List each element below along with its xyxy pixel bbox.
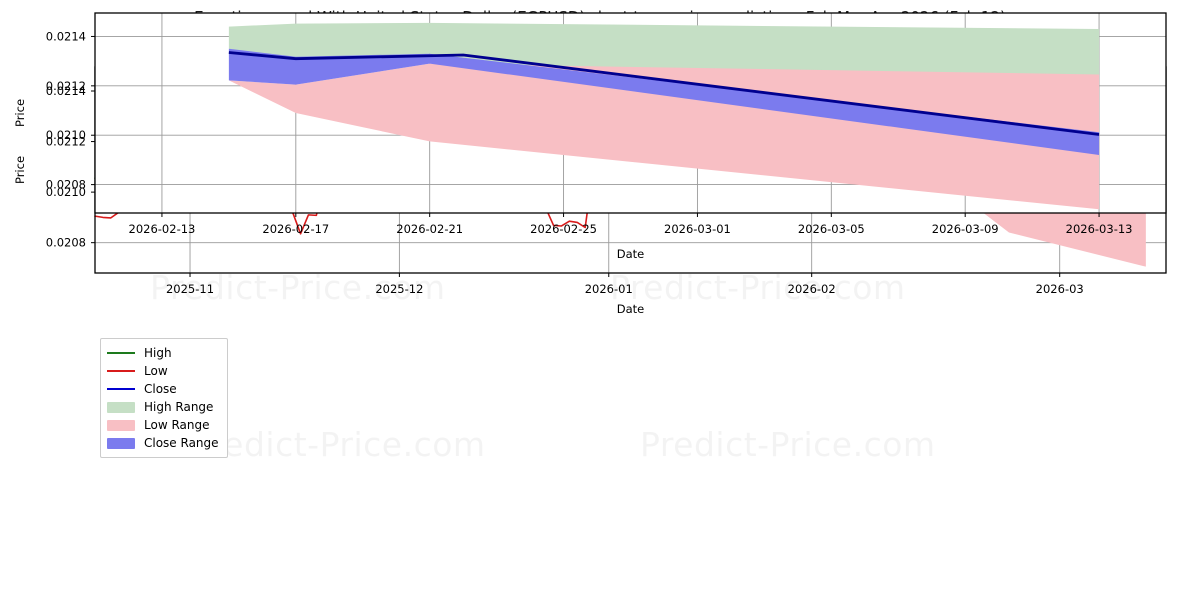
x-tick-label: 2026-02-21 bbox=[396, 222, 463, 236]
legend-line-swatch bbox=[107, 352, 135, 354]
y-axis-label: Price bbox=[13, 99, 27, 127]
plot-frame bbox=[94, 12, 1167, 214]
legend-patch-swatch bbox=[107, 401, 135, 413]
x-tick-label: 2026-03-01 bbox=[664, 222, 731, 236]
detail-legend-item: Low Range bbox=[107, 416, 219, 434]
detail-legend-item: Close bbox=[107, 380, 219, 398]
x-tick-label: 2025-11 bbox=[166, 282, 214, 296]
watermark-5: Predict-Price.com bbox=[190, 425, 486, 464]
legend-label: Close bbox=[144, 382, 177, 396]
low-range-band bbox=[228, 63, 1100, 210]
y-tick-label: 0.0210 bbox=[46, 128, 86, 142]
close-line bbox=[228, 51, 1100, 136]
y-tick-label: 0.0208 bbox=[46, 178, 86, 192]
x-tick-label: 2026-02 bbox=[788, 282, 836, 296]
x-tick-label: 2026-03-09 bbox=[932, 222, 999, 236]
x-tick-label: 2025-12 bbox=[375, 282, 423, 296]
legend-patch-swatch bbox=[107, 419, 135, 431]
legend-line-swatch bbox=[107, 370, 135, 372]
detail-legend-item: Close Range bbox=[107, 434, 219, 452]
legend-label: Low Range bbox=[144, 418, 210, 432]
legend-label: High bbox=[144, 346, 172, 360]
x-tick-label: 2026-03 bbox=[1036, 282, 1084, 296]
detail-legend-item: Low bbox=[107, 362, 219, 380]
y-tick-label: 0.0214 bbox=[46, 84, 86, 98]
x-axis-label: Date bbox=[617, 247, 645, 261]
x-tick-label: 2026-02-25 bbox=[530, 222, 597, 236]
y-tick-label: 0.0212 bbox=[46, 135, 86, 149]
y-tick-label: 0.0208 bbox=[46, 236, 86, 250]
watermark-6: Predict-Price.com bbox=[640, 425, 936, 464]
x-tick-label: 2026-01 bbox=[585, 282, 633, 296]
detail-chart: 0.0208 0.0210 0.0212 0.0214 2026-02-13 2026-0… bbox=[0, 0, 1200, 280]
x-axis-label: Date bbox=[617, 302, 645, 316]
y-axis-label: Price bbox=[13, 156, 27, 184]
x-tick-label: 2026-02-17 bbox=[262, 222, 329, 236]
x-tick-label: 2026-02-13 bbox=[129, 222, 196, 236]
y-tick-label: 0.0214 bbox=[46, 29, 86, 43]
legend-patch-swatch bbox=[107, 437, 135, 449]
legend-label: Low bbox=[144, 364, 168, 378]
x-tick-label: 2026-03-13 bbox=[1066, 222, 1133, 236]
detail-legend-item: High bbox=[107, 344, 219, 362]
legend-line-swatch bbox=[107, 388, 135, 390]
legend-label: Close Range bbox=[144, 436, 219, 450]
y-tick-label: 0.0210 bbox=[46, 185, 86, 199]
detail-legend: High Low Close High Range Low Range Close Ran… bbox=[100, 338, 228, 458]
legend-label: High Range bbox=[144, 400, 214, 414]
detail-legend-item: High Range bbox=[107, 398, 219, 416]
x-tick-label: 2026-03-05 bbox=[798, 222, 865, 236]
y-tick-label: 0.0212 bbox=[46, 79, 86, 93]
